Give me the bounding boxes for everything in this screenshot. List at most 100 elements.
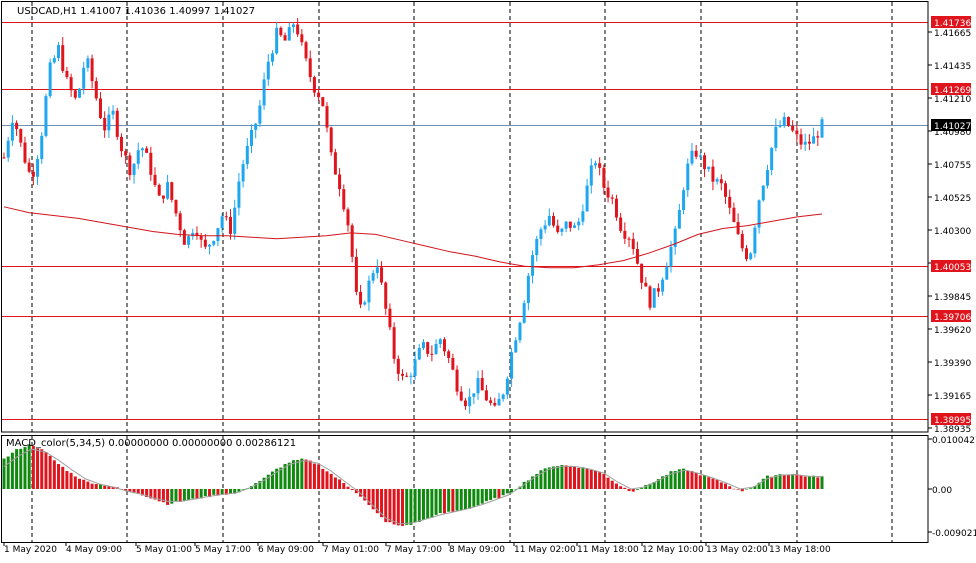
- candle-bull: [497, 398, 501, 406]
- macd-bar-down: [740, 489, 744, 492]
- candle-bear: [619, 217, 623, 231]
- candle-bear: [203, 239, 207, 247]
- macd-bar-up: [296, 460, 300, 489]
- macd-bar-down: [140, 489, 144, 496]
- candle-bull: [291, 24, 295, 28]
- macd-bar-down: [585, 468, 589, 489]
- macd-bar-down: [736, 489, 740, 490]
- macd-bar-up: [417, 489, 421, 522]
- macd-bar-down: [497, 489, 501, 499]
- candle-bull: [686, 163, 690, 191]
- macd-bar-up: [229, 489, 233, 494]
- macd-bar-down: [73, 476, 77, 489]
- candle-bear: [451, 357, 455, 370]
- candle-bull: [44, 96, 48, 136]
- candle-bear: [728, 196, 732, 208]
- candle-bull: [749, 253, 753, 260]
- candle-bull: [140, 148, 144, 151]
- candle-bull: [505, 378, 509, 395]
- candle-bull: [593, 163, 597, 166]
- candle-bear: [459, 391, 463, 401]
- candle-bear: [145, 148, 149, 153]
- candle-bull: [237, 181, 241, 208]
- candle-bull: [10, 122, 14, 141]
- macd-bar-up: [547, 467, 551, 489]
- macd-bar-up: [757, 482, 761, 489]
- candle-bear: [463, 400, 467, 407]
- macd-bar-down: [342, 483, 346, 489]
- macd-bar-up: [552, 466, 556, 489]
- macd-bar-down: [224, 489, 228, 495]
- y-tick-label: 1.39165: [934, 392, 971, 402]
- macd-bar-up: [531, 476, 535, 489]
- macd-bar-up: [426, 489, 430, 519]
- candle-bull: [761, 185, 765, 201]
- candle-bear: [392, 327, 396, 359]
- axis-labels: 1.41665 1.41435 1.41210 1.40980 1.40755 1.405…: [3, 16, 976, 555]
- macd-bar-up: [2, 458, 6, 489]
- candle-bear: [300, 34, 304, 43]
- candle-bull: [543, 225, 547, 230]
- level-badge-label: 1.39706: [934, 313, 971, 323]
- y-tick-label: 1.41210: [934, 95, 971, 105]
- candle-bear: [610, 197, 614, 199]
- candle-bear: [606, 187, 610, 198]
- macd-bar-down: [363, 489, 367, 501]
- candle-bull: [36, 159, 40, 177]
- candle-bull: [665, 266, 669, 280]
- macd-bar-down: [325, 471, 329, 489]
- macd-bar-down: [816, 477, 820, 489]
- candle-bear: [640, 263, 644, 283]
- candle-bear: [380, 267, 384, 283]
- current-price-badge: [931, 119, 971, 131]
- macd-bar-up: [463, 489, 467, 510]
- candle-bear: [2, 157, 6, 159]
- macd-bar-down: [388, 489, 392, 523]
- candle-bear: [27, 162, 31, 172]
- candle-bear: [342, 189, 346, 210]
- macd-bar-up: [182, 489, 186, 502]
- macd-bar-down: [161, 489, 165, 503]
- candle-bull: [547, 216, 551, 226]
- macd-bar-down: [598, 472, 602, 489]
- y-tick-label: 1.41435: [934, 62, 971, 72]
- macd-bar-up: [447, 489, 451, 512]
- macd-bar-down: [589, 469, 593, 489]
- candle-bear: [489, 400, 493, 403]
- candle-bear: [598, 163, 602, 168]
- macd-bar-down: [619, 486, 623, 489]
- macd-bar-down: [573, 466, 577, 489]
- macd-bar-down: [354, 489, 358, 494]
- main-panel-frame: [1, 1, 929, 433]
- y-tick-label: 1.40980: [934, 128, 971, 138]
- candle-bull: [409, 375, 413, 377]
- candle-bull: [287, 27, 291, 41]
- macd-bar-up: [434, 489, 438, 515]
- macd-bar-up: [522, 481, 526, 489]
- candle-bull: [57, 45, 61, 59]
- candle-bear: [786, 116, 790, 126]
- macd-bar-down: [195, 489, 199, 500]
- candle-bull: [581, 211, 585, 222]
- candle-bull: [40, 135, 44, 160]
- macd-bar-down: [149, 489, 153, 499]
- candle-bear: [736, 221, 740, 235]
- candle-bear: [480, 378, 484, 391]
- candle-bull: [803, 141, 807, 145]
- candle-bull: [753, 227, 757, 254]
- candle-bull: [212, 241, 216, 245]
- candle-bull: [266, 61, 270, 80]
- candle-bull: [438, 339, 442, 344]
- candle-bear: [694, 150, 698, 157]
- macd-bar-up: [170, 489, 174, 504]
- macd-bar-down: [593, 470, 597, 489]
- candle-bear: [724, 183, 728, 197]
- macd-bar-up: [203, 489, 207, 497]
- macd-bar-up: [661, 476, 665, 489]
- candle-bear: [648, 286, 652, 308]
- macd-bar-down: [178, 489, 182, 502]
- candle-bull: [363, 302, 367, 305]
- macd-bar-up: [455, 489, 459, 511]
- macd-bar-up: [212, 489, 216, 495]
- candle-bull: [375, 267, 379, 274]
